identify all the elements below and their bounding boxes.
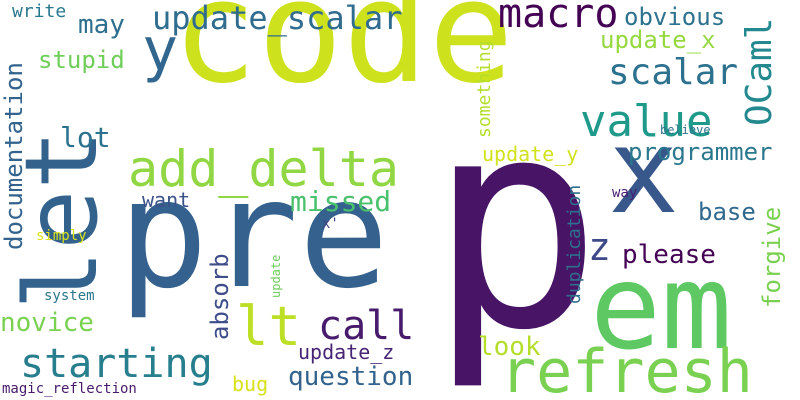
word-x: x — [608, 102, 680, 240]
word-update-scalar: update_scalar — [152, 0, 403, 37]
word-way: way — [612, 185, 638, 201]
word-z: z — [588, 225, 611, 269]
word-scalar: scalar — [608, 52, 739, 93]
word-write: write — [12, 1, 67, 22]
word-update-x: update_x — [600, 26, 716, 54]
word-obvious: obvious — [624, 3, 726, 31]
word-code: code — [172, 0, 514, 115]
word-base: base — [698, 198, 756, 226]
word-believe: believe — [660, 123, 711, 137]
word-refresh: refresh — [500, 337, 753, 400]
word-system: system — [44, 288, 95, 304]
word-x-prime: x' — [322, 216, 339, 232]
word-ocaml: OCaml — [739, 17, 780, 126]
word-programmer: programmer — [628, 138, 773, 166]
word-em: em — [590, 238, 733, 376]
word-simply: simply — [36, 228, 87, 244]
word-want: want — [142, 188, 191, 212]
word-question: question — [288, 362, 414, 392]
word-bug: bug — [232, 372, 269, 396]
word-y: y — [142, 15, 179, 85]
word-value: value — [580, 96, 713, 147]
word-p: p — [428, 57, 603, 394]
word-update: update — [269, 254, 283, 298]
word-starting: starting — [20, 341, 213, 387]
word-missed: missed — [290, 185, 392, 218]
word-absorb: absorb — [206, 253, 234, 340]
word-lt: lt — [236, 295, 302, 358]
word-please: please — [622, 240, 716, 270]
word-look: look — [478, 332, 541, 362]
word-pre: pre — [118, 148, 389, 322]
word-add-delta: add_delta — [128, 140, 399, 198]
word-forgive: forgive — [758, 206, 786, 308]
word-lot: lot — [60, 121, 111, 154]
word-call: call — [318, 303, 415, 349]
word-macro: macro — [498, 0, 619, 37]
word-update-z: update_z — [298, 340, 395, 364]
word-duplication: duplication — [564, 184, 585, 304]
word-magic-reflection: magic_reflection — [2, 381, 137, 397]
word-something: something — [474, 40, 495, 138]
word-update-y: update_y — [482, 142, 579, 166]
word-documentation: documentation — [0, 62, 28, 250]
word-stupid: stupid — [38, 46, 125, 74]
word-may: may — [78, 10, 125, 40]
word-novice: novice — [0, 308, 94, 338]
